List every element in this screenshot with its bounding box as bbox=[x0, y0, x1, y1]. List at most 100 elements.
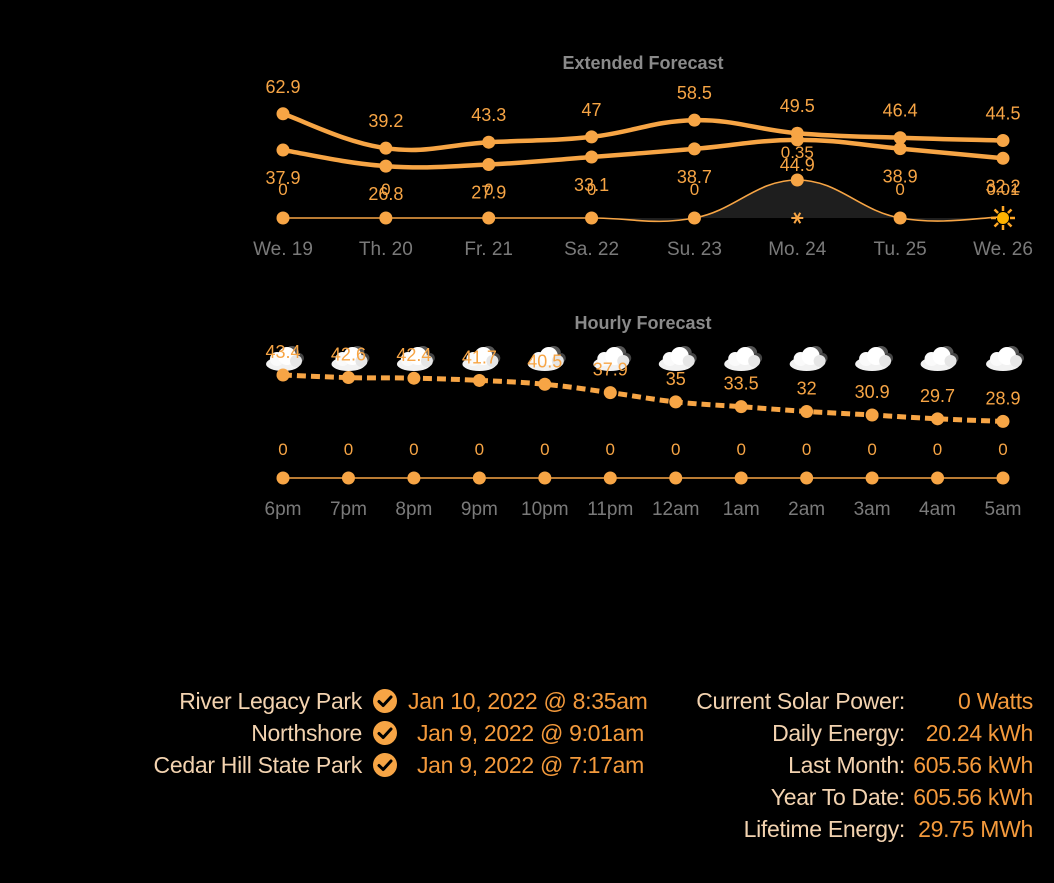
solar-value: 20.24 kWh bbox=[925, 719, 1034, 746]
low-temp-label: 26.8 bbox=[368, 184, 403, 204]
x-tick-label: 1am bbox=[723, 499, 760, 520]
high-temp-point bbox=[276, 107, 290, 121]
low-temp-point bbox=[276, 143, 290, 157]
solar-label: Lifetime Energy: bbox=[743, 815, 906, 842]
chart-title: Hourly Forecast bbox=[574, 313, 711, 333]
x-tick-label: 7pm bbox=[330, 499, 367, 520]
precip-label: 0 bbox=[278, 440, 287, 459]
low-temp-point bbox=[687, 142, 701, 156]
precip-point bbox=[893, 211, 907, 225]
solar-label: Current Solar Power: bbox=[696, 687, 905, 714]
sun-icon bbox=[991, 206, 1015, 230]
precip-point bbox=[341, 471, 355, 485]
temp-point bbox=[472, 373, 486, 387]
cloud-icon bbox=[331, 346, 370, 371]
x-tick-label: Sa. 22 bbox=[564, 239, 619, 260]
x-tick-label: Th. 20 bbox=[359, 239, 413, 260]
x-tick-label: Tu. 25 bbox=[874, 239, 927, 260]
check-circle-icon bbox=[373, 753, 397, 777]
x-tick-label: Fr. 21 bbox=[464, 239, 513, 260]
x-tick-label: 10pm bbox=[521, 499, 569, 520]
high-temp-label: 39.2 bbox=[368, 111, 403, 131]
precip-label: 0 bbox=[475, 440, 484, 459]
park-date: Jan 10, 2022 @ 8:35am bbox=[408, 687, 648, 714]
cloud-icon bbox=[724, 346, 763, 371]
cloud-icon bbox=[986, 346, 1024, 371]
cloud-icon bbox=[855, 346, 894, 371]
temp-point bbox=[734, 400, 748, 414]
x-tick-label: 6pm bbox=[265, 499, 302, 520]
solar-label: Daily Energy: bbox=[772, 719, 905, 746]
precip-point bbox=[790, 173, 804, 187]
low-temp-label: 33.1 bbox=[574, 175, 609, 195]
temp-label: 42.4 bbox=[396, 345, 431, 365]
low-temp-point bbox=[379, 159, 393, 173]
precip-point bbox=[800, 471, 814, 485]
park-name: Northshore bbox=[251, 719, 362, 746]
precip-label: 0 bbox=[802, 440, 811, 459]
low-temp-label: 38.7 bbox=[677, 167, 712, 187]
precip-point bbox=[734, 471, 748, 485]
temp-label: 42.6 bbox=[331, 345, 366, 365]
low-temp-label: 27.9 bbox=[471, 183, 506, 203]
precip-point bbox=[538, 471, 552, 485]
precip-point bbox=[407, 471, 421, 485]
precip-label: 0 bbox=[736, 440, 745, 459]
temp-point bbox=[669, 395, 683, 409]
cloud-icon bbox=[658, 346, 697, 371]
cloud-icon bbox=[789, 346, 828, 371]
precip-label: 0 bbox=[540, 440, 549, 459]
precip-point bbox=[472, 471, 486, 485]
precip-label: 0 bbox=[344, 440, 353, 459]
precip-label: 0 bbox=[587, 180, 596, 199]
precip-label: 0.35 bbox=[781, 143, 814, 162]
temp-point bbox=[341, 371, 355, 385]
low-temp-label: 32.2 bbox=[985, 176, 1020, 196]
cloud-icon bbox=[593, 346, 632, 371]
park-date: Jan 9, 2022 @ 7:17am bbox=[416, 751, 644, 778]
cloud-icon bbox=[396, 346, 435, 371]
solar-value: 29.75 MWh bbox=[918, 815, 1033, 842]
temp-label: 40.5 bbox=[527, 351, 562, 371]
x-tick-label: 2am bbox=[788, 499, 825, 520]
temp-label: 33.5 bbox=[724, 374, 759, 394]
park-row: Northshore Jan 9, 2022 @ 9:01am bbox=[100, 717, 644, 749]
precip-point bbox=[996, 471, 1010, 485]
park-name: Cedar Hill State Park bbox=[153, 751, 363, 778]
low-temp-point bbox=[996, 151, 1010, 165]
x-tick-label: 8pm bbox=[395, 499, 432, 520]
precip-label: 0 bbox=[998, 440, 1007, 459]
park-date: Jan 9, 2022 @ 9:01am bbox=[416, 719, 644, 746]
temp-label: 28.9 bbox=[985, 388, 1020, 408]
precip-label: 0 bbox=[278, 180, 287, 199]
precip-label: 0 bbox=[867, 440, 876, 459]
x-tick-label: We. 19 bbox=[253, 239, 313, 260]
snow-icon bbox=[791, 212, 804, 224]
precip-label: 0 bbox=[933, 440, 942, 459]
solar-value: 605.56 kWh bbox=[913, 783, 1033, 810]
temp-point bbox=[276, 368, 290, 382]
solar-row-year-to-date: Year To Date: 605.56 kWh bbox=[640, 781, 1034, 813]
x-tick-label: 4am bbox=[919, 499, 956, 520]
precip-point bbox=[603, 471, 617, 485]
temp-label: 41.7 bbox=[462, 347, 497, 367]
temp-label: 30.9 bbox=[855, 382, 890, 402]
precip-point bbox=[276, 211, 290, 225]
precip-label: 0 bbox=[381, 180, 390, 199]
precip-line bbox=[283, 179, 1004, 223]
temp-point bbox=[538, 377, 552, 391]
temp-label: 32 bbox=[797, 378, 817, 398]
cloud-icon bbox=[266, 346, 304, 371]
cloud-icon bbox=[527, 346, 566, 371]
solar-value: 0 Watts bbox=[957, 687, 1033, 714]
precip-area bbox=[283, 180, 1003, 222]
temp-point bbox=[800, 404, 814, 418]
solar-value: 605.56 kWh bbox=[913, 751, 1033, 778]
temp-label: 35 bbox=[666, 369, 686, 389]
x-tick-label: 9pm bbox=[461, 499, 498, 520]
park-list: River Legacy Park Jan 10, 2022 @ 8:35am … bbox=[100, 685, 648, 781]
precip-point bbox=[482, 211, 496, 225]
solar-panel: Current Solar Power: 0 Watts Daily Energ… bbox=[640, 685, 1033, 845]
high-temp-label: 46.4 bbox=[883, 101, 918, 121]
